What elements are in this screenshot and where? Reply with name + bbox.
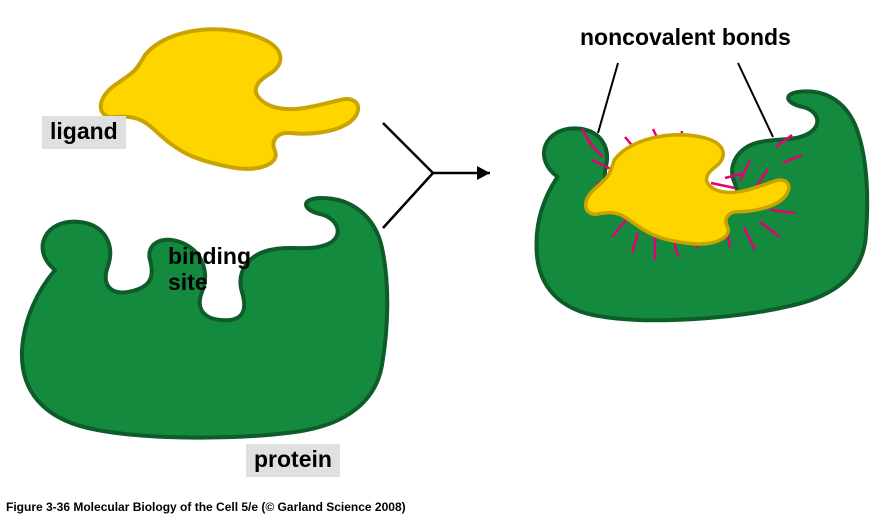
label-binding-site: binding site — [168, 243, 251, 296]
label-protein: protein — [246, 444, 340, 477]
figure-caption: Figure 3-36 Molecular Biology of the Cel… — [6, 500, 406, 514]
ligand-left — [90, 15, 370, 175]
label-noncovalent: noncovalent bonds — [580, 24, 791, 51]
binding-line1: binding — [168, 243, 251, 269]
reaction-arrow — [378, 118, 508, 243]
complex-right — [520, 85, 890, 365]
binding-line2: site — [168, 269, 208, 295]
label-ligand: ligand — [42, 116, 126, 149]
protein-left — [10, 200, 410, 460]
